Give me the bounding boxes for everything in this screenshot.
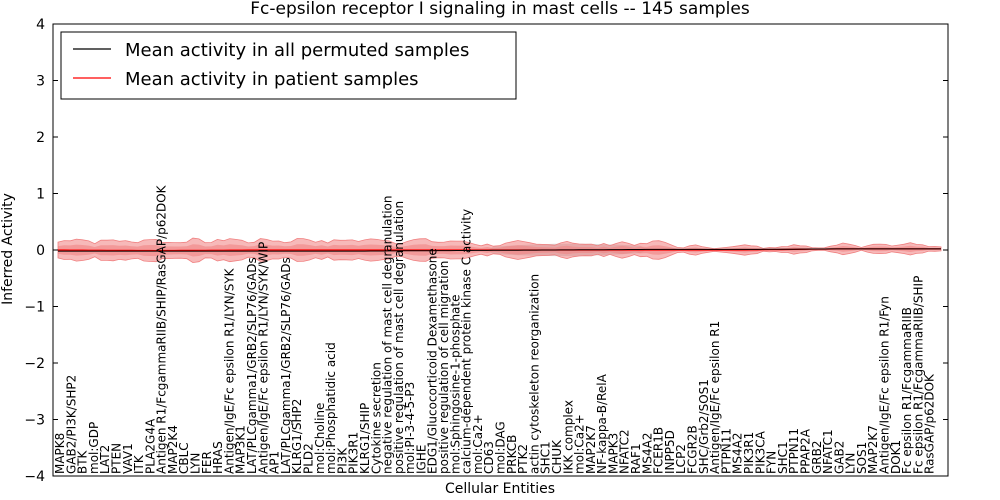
entity-label: PTPN11 xyxy=(719,428,733,474)
entity-label: Antigen/IgE/Fc epsilon R1/LYN/SYK xyxy=(222,267,236,474)
entity-label: SOS1 xyxy=(855,442,869,474)
y-tick-label: −3 xyxy=(24,413,45,429)
permuted-series-line xyxy=(58,248,941,252)
entity-label: Cytokine secretion xyxy=(369,362,383,474)
entity-label: LYN xyxy=(844,453,858,474)
entity-label: CHUK xyxy=(550,439,564,474)
entity-label: mol:GDP xyxy=(87,422,101,474)
entity-label: PLD2 xyxy=(302,443,316,474)
entity-label: GRB2 xyxy=(810,440,824,474)
y-tick-label: 4 xyxy=(36,17,45,33)
entity-label: Fc epsilon R1/FcgammaRIIB xyxy=(900,307,914,474)
entity-label: LAT2 xyxy=(98,445,112,474)
entity-label: PRKCB xyxy=(505,435,519,474)
entity-label: MAPK3 xyxy=(606,433,620,474)
entity-label: SHC1 xyxy=(776,441,790,474)
y-tick-label: 2 xyxy=(36,130,45,146)
entity-label: IGHE xyxy=(414,445,428,474)
legend: Mean activity in all permuted samples Me… xyxy=(60,31,517,100)
entity-label: NFATC2 xyxy=(618,429,632,474)
entity-label: KLRG1/SHIP xyxy=(358,403,372,474)
entity-label: LYN xyxy=(189,453,203,474)
entity-label: positive regulation of cell migration xyxy=(437,261,451,474)
entity-labels: MAPK8GAB2/PI3K/SHP2BTKmol:GDPLAT2PTENVAV… xyxy=(53,184,937,474)
y-tick-label: 1 xyxy=(36,187,45,203)
entity-label: mol:PI-3-4-5-P3 xyxy=(403,382,417,474)
y-axis-title: Inferred Activity xyxy=(0,193,16,305)
entity-label: Fc epsilon R1/FcgammaRIIB/SHIP xyxy=(911,276,925,474)
entity-label: Antigen/IgE/Fc epsilon R1/LYN/SYK/WIP xyxy=(256,242,270,474)
entity-label: LAT/PLCgamma1/GRB2/SLP76/GADs xyxy=(279,257,293,474)
entity-label: HRAS xyxy=(211,441,225,474)
legend-label-patient: Mean activity in patient samples xyxy=(125,69,419,90)
entity-label: GAB2/PI3K/SHP2 xyxy=(64,375,78,474)
plot-area xyxy=(57,237,942,264)
entity-label: ITK xyxy=(132,454,146,474)
entity-label: mol:DAG xyxy=(494,421,508,474)
entity-label: PTEN xyxy=(110,443,124,474)
entity-label: EDG1/Glucocorticoid Dexamethasone xyxy=(426,248,440,474)
entity-label: CBLC xyxy=(177,442,191,474)
entity-label: PPAP2A xyxy=(799,428,813,474)
entity-label: MAP2K7 xyxy=(584,425,598,474)
entity-label: LCP2 xyxy=(674,444,688,474)
entity-label: calcium-dependent protein kinase C activ… xyxy=(460,209,474,474)
entity-label: Antigen/IgE/Fc epsilon R1 xyxy=(708,321,722,474)
entity-label: FCER1B xyxy=(652,427,666,474)
entity-label: KLRG1/SHP2 xyxy=(290,399,304,474)
entity-label: MS4A2 xyxy=(731,433,745,474)
entity-label: PIK3R1 xyxy=(742,432,756,474)
y-tick-label: −4 xyxy=(24,469,45,485)
entity-label: FER xyxy=(200,451,214,474)
entity-label: AP1 xyxy=(268,451,282,474)
entity-label: VAV1 xyxy=(121,443,135,474)
entity-label: mol:Phosphatidic acid xyxy=(324,342,338,474)
chart-title: Fc-epsilon receptor I signaling in mast … xyxy=(250,0,750,19)
entity-label: SHC1 xyxy=(539,441,553,474)
legend-box xyxy=(60,31,517,100)
entity-label: MAP2K4 xyxy=(166,425,180,474)
entity-label: DOK1 xyxy=(889,440,903,474)
entity-label: SHC/Grb2/SOS1 xyxy=(697,379,711,474)
entity-label: MS4A2 xyxy=(640,433,654,474)
entity-label: NF-kappa-B/RelA xyxy=(595,373,609,474)
entity-label: BTK xyxy=(76,449,90,474)
entity-label: MAPK8 xyxy=(53,433,67,474)
entity-label: LAT/PLCgamma1/GRB2/SLP76/GADs xyxy=(245,257,259,474)
entity-label: FCGR2B xyxy=(686,425,700,474)
entity-label: Antigen/IgE/Fc epsilon R1/Fyn xyxy=(878,296,892,474)
entity-label: IKK complex xyxy=(561,400,575,474)
entity-label: MAP3K1 xyxy=(234,425,248,474)
entity-label: CD63 xyxy=(482,441,496,474)
entity-label: mol:Ca2+ xyxy=(573,414,587,474)
x-axis-title: Cellular Entities xyxy=(445,481,555,497)
y-tick-label: 0 xyxy=(36,243,45,259)
entity-label: mol:Choline xyxy=(313,403,327,474)
entity-label: PIK3CA xyxy=(753,430,767,474)
entity-label: mol:Sphingosine-1-phosphate xyxy=(448,295,462,475)
entity-label: INPP5D xyxy=(663,430,677,474)
entity-label: FYN xyxy=(765,451,779,474)
entity-label: positive regulation of mast cell degranu… xyxy=(392,201,406,474)
entity-label: NFATC1 xyxy=(821,429,835,474)
entity-label: RasGAP/p62DOK xyxy=(923,373,937,474)
y-tick-label: −1 xyxy=(24,300,45,316)
entity-label: PTPN11 xyxy=(787,428,801,474)
y-tick-label: −2 xyxy=(24,356,45,372)
entity-label: MAP2K7 xyxy=(866,425,880,474)
entity-label: GAB2 xyxy=(832,441,846,474)
entity-label: negative regulation of mast cell degranu… xyxy=(381,195,395,474)
entity-label: Antigen R1/FcgammaRIIB/SHIP/RasGAP/p62DO… xyxy=(155,184,169,474)
y-axis: −4 −3 −2 −1 0 1 2 3 4 xyxy=(24,17,948,485)
entity-label: PIK3R1 xyxy=(347,432,361,474)
entity-label: RAF1 xyxy=(629,443,643,474)
entity-label: mol:Ca2+ xyxy=(471,414,485,474)
y-tick-label: 3 xyxy=(36,74,45,90)
entity-label: actin cytoskeleton reorganization xyxy=(527,274,541,474)
entity-label: PTK2 xyxy=(516,444,530,474)
entity-label: PI3K xyxy=(335,447,349,474)
legend-label-permuted: Mean activity in all permuted samples xyxy=(125,40,469,61)
entity-label: PLA2G4A xyxy=(143,418,157,474)
